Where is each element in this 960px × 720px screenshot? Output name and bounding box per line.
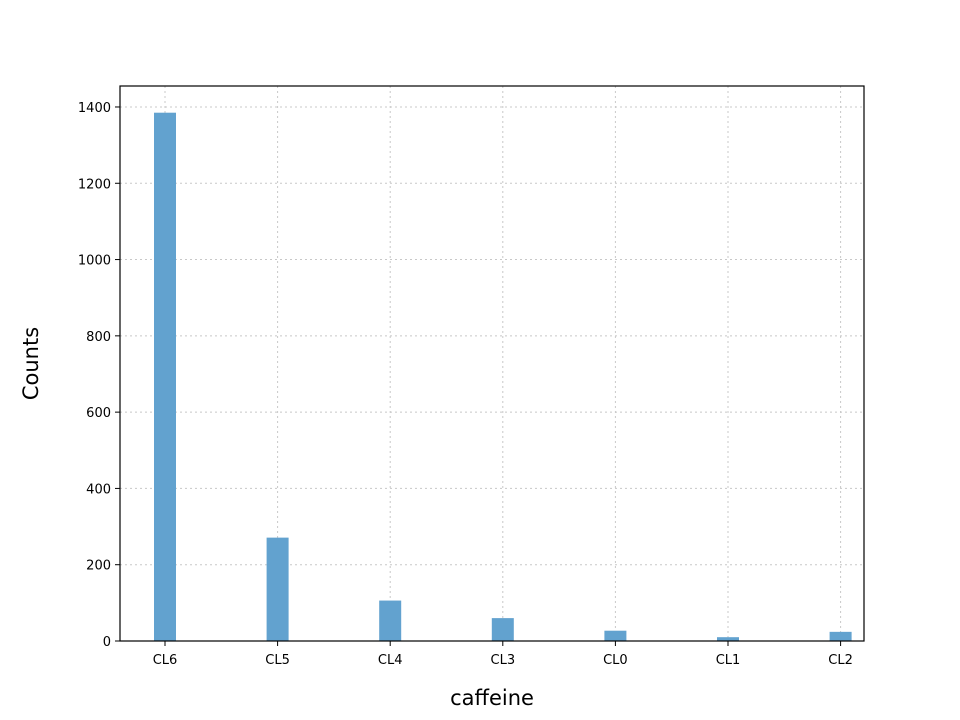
grid-layer — [120, 86, 864, 642]
y-tick-label: 1200 — [78, 177, 111, 192]
x-tick-label: CL6 — [153, 653, 178, 668]
y-tick-label: 1400 — [78, 101, 111, 116]
y-axis: 0 200 400 600 800 1000 1200 1400 — [78, 101, 120, 650]
x-tick-label: CL3 — [491, 653, 516, 668]
bar-cl5 — [266, 537, 289, 641]
y-tick-label: 400 — [86, 482, 111, 497]
x-tick-label: CL1 — [716, 653, 741, 668]
x-axis: CL6 CL5 CL4 CL3 CL0 CL1 CL2 — [153, 641, 853, 668]
y-tick-label: 600 — [86, 406, 111, 421]
x-tick-label: CL0 — [603, 653, 628, 668]
x-tick-label: CL2 — [828, 653, 853, 668]
x-tick-label: CL4 — [378, 653, 403, 668]
y-tick-label: 200 — [86, 559, 111, 574]
bar-cl0 — [604, 630, 627, 641]
x-tick-label: CL5 — [265, 653, 290, 668]
y-axis-title: Counts — [19, 327, 43, 400]
y-tick-label: 800 — [86, 330, 111, 345]
bar-cl4 — [379, 600, 402, 641]
y-tick-label: 0 — [103, 635, 111, 650]
bar-cl2 — [829, 631, 852, 641]
y-tick-label: 1000 — [78, 254, 111, 269]
x-axis-title: caffeine — [450, 686, 534, 710]
bar-cl1 — [717, 637, 739, 641]
plot-frame — [119, 85, 865, 642]
bar-layer — [154, 112, 852, 641]
bar-cl6 — [154, 112, 176, 641]
bar-cl3 — [491, 618, 514, 641]
